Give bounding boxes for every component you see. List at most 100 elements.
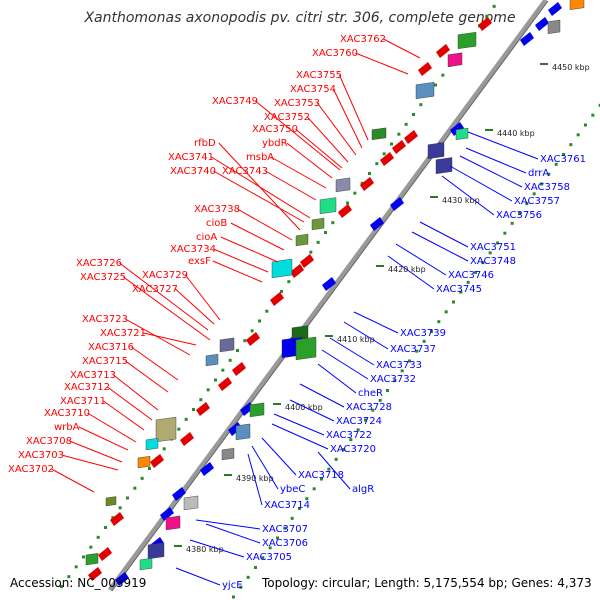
gene-label-left: cioB [206,218,227,229]
gene-box [415,82,435,100]
track-dot [382,152,386,156]
gene-label-left: XAC3712 [64,382,110,393]
gene-arrow [322,277,336,291]
gene-box [147,542,165,560]
leader-line [211,156,311,219]
leader-line [316,102,357,156]
leader-line [270,156,327,189]
track-dot [118,506,122,510]
leader-line [213,248,269,273]
gene-label-right: XAC3745 [436,284,482,295]
track-dot [67,575,71,579]
gene-label-left: XAC3713 [70,370,116,381]
track-dot [554,162,558,166]
leader-line [317,363,357,394]
leader-line [185,274,221,321]
track-dot [82,555,85,559]
gene-box [145,438,159,451]
track-dot [199,398,203,402]
gene-box [455,127,469,140]
gene-label-left: XAC3754 [290,84,336,95]
leader-line [353,311,399,334]
gene-label-left: XAC3760 [312,48,358,59]
leader-line [467,131,539,160]
gene-label-right: XAC3761 [540,154,586,165]
gene-label-left: XAC3729 [142,270,188,281]
gene-label-left: XAC3723 [82,314,128,325]
gene-box [221,447,235,461]
gene-label-left: XAC3762 [340,34,386,45]
gene-box [569,0,585,10]
gene-label-left: XAC3755 [296,70,342,81]
gene-box [295,233,309,247]
tick-label: 4400 kbp [285,403,323,412]
track-dot [312,487,316,491]
leader-line [125,318,191,356]
gene-box [249,402,265,418]
leader-line [265,170,317,201]
leader-line [383,38,421,59]
gene-arrow [98,547,112,561]
track-dot [378,398,382,402]
leader-line [411,231,469,262]
gene-label-left: wrbA [54,422,80,433]
track-dot [452,300,455,304]
gene-box [311,217,325,231]
gene-box [235,423,251,441]
gene-label-right: algR [352,484,374,495]
gene-box [165,515,181,531]
track-dot [254,566,257,569]
gene-arrow [436,44,450,58]
gene-arrow [380,152,394,166]
leader-line [321,349,369,380]
track-dot [283,526,287,530]
track-dot [261,556,265,560]
track-dot [525,202,529,206]
gene-arrow [300,254,314,268]
gene-label-left: XAC3741 [168,152,214,163]
track-dot [148,467,151,470]
gene-arrow [180,432,194,446]
leader-line [107,386,153,421]
leader-line [125,360,169,393]
genome-title: Xanthomonas axonopodis pv. citri str. 30… [84,10,516,26]
track-dot [265,309,269,313]
track-dot [177,427,181,431]
track-dot [598,103,600,107]
leader-line [295,128,343,169]
gene-label-left: XAC3743 [222,166,268,177]
gene-label-left: exsF [188,256,211,267]
track-dot [518,212,521,215]
leader-line [175,288,215,325]
track-dot [422,339,426,343]
track-dot [298,507,301,510]
accession-text: Accession: NC_003919 [10,576,147,590]
gene-arrow [115,572,129,586]
leader-line [87,412,137,443]
gene-label-right: XAC3746 [448,270,494,281]
track-dot [569,143,573,147]
gene-arrow [218,377,232,391]
track-dot [400,369,404,373]
gene-box [105,496,117,507]
track-dot [481,261,485,265]
gene-label-right: XAC3748 [470,256,516,267]
leader-line [212,260,263,283]
track-dot [591,113,595,117]
gene-box [85,553,99,566]
track-dot [408,359,411,363]
gene-arrow [535,17,549,31]
track-dot [184,417,188,421]
track-dot [434,83,437,87]
gene-arrow [270,292,284,306]
track-dot [356,428,360,432]
track-dot [540,182,543,186]
track-dot [331,221,335,225]
gene-label-right: yjcE [222,580,243,591]
gene-box [295,336,317,361]
gene-label-right: XAC3756 [496,210,542,221]
gene-box [427,142,445,159]
gene-label-left: XAC3721 [100,328,146,339]
leader-line [395,243,447,276]
gene-label-left: XAC3715 [82,356,128,367]
